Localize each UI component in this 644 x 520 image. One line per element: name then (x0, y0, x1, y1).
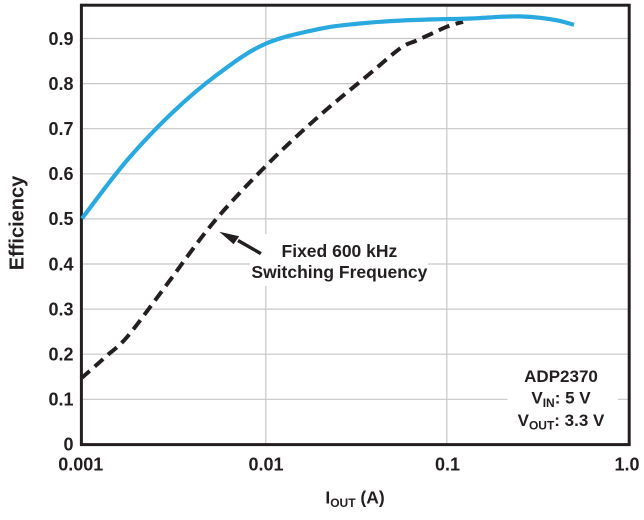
svg-text:Efficiency: Efficiency (7, 175, 29, 270)
svg-text:1.0: 1.0 (614, 455, 639, 475)
svg-text:0.001: 0.001 (58, 455, 103, 475)
svg-text:0.8: 0.8 (48, 74, 73, 94)
svg-text:0.5: 0.5 (48, 209, 73, 229)
svg-text:0.2: 0.2 (48, 345, 73, 365)
svg-text:0.9: 0.9 (48, 29, 73, 49)
svg-text:0.7: 0.7 (48, 119, 73, 139)
svg-text:Fixed 600 kHz: Fixed 600 kHz (282, 241, 398, 261)
svg-text:0.1: 0.1 (48, 390, 73, 410)
svg-text:Switching Frequency: Switching Frequency (251, 262, 427, 282)
svg-text:0.6: 0.6 (48, 164, 73, 184)
svg-text:VIN: 5 V: VIN: 5 V (531, 388, 591, 410)
svg-text:0.1: 0.1 (435, 455, 460, 475)
svg-text:0.4: 0.4 (48, 254, 73, 274)
svg-text:0.3: 0.3 (48, 299, 73, 319)
svg-text:0.01: 0.01 (248, 455, 283, 475)
svg-text:ADP2370: ADP2370 (524, 367, 598, 386)
svg-text:0: 0 (63, 435, 73, 455)
